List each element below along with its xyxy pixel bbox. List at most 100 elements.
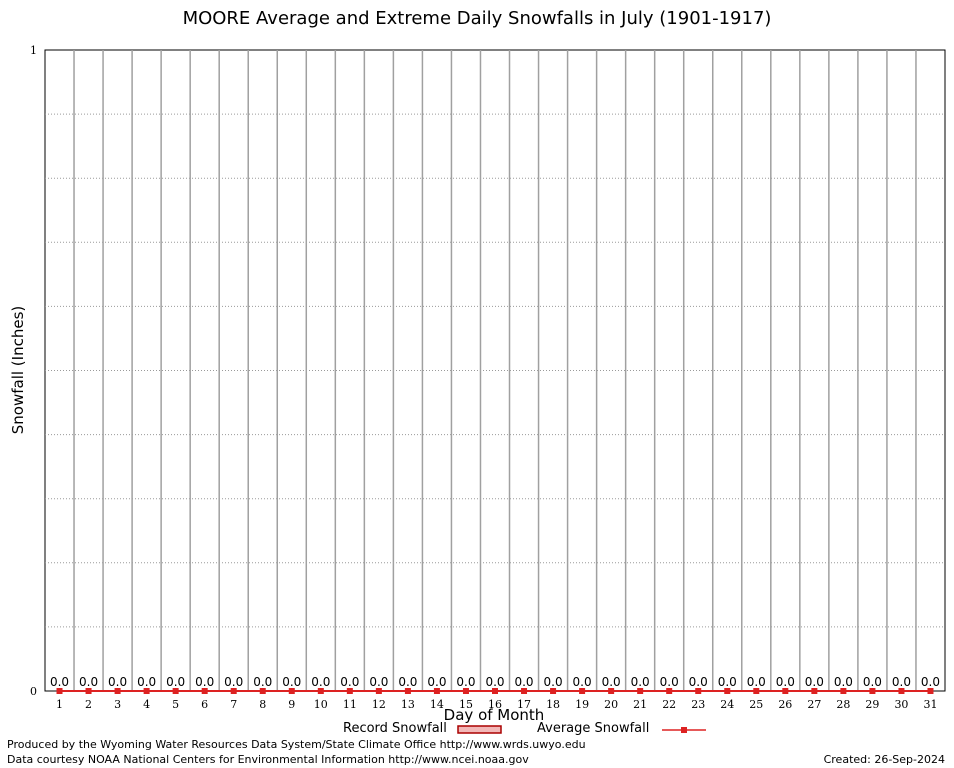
x-tick-label: 10 [314,698,328,711]
x-tick-label: 12 [372,698,386,711]
average-point [753,688,760,694]
data-label: 0.0 [863,675,882,689]
x-tick-label: 18 [546,698,560,711]
average-point [346,688,353,694]
average-point [840,688,847,694]
data-label: 0.0 [137,675,156,689]
average-point [85,688,92,694]
data-label: 0.0 [79,675,98,689]
data-label: 0.0 [311,675,330,689]
x-tick-label: 28 [836,698,850,711]
footer-created: Created: 26-Sep-2024 [823,753,945,766]
average-point [811,688,818,694]
x-tick-label: 25 [749,698,763,711]
x-tick-label: 1 [56,698,63,711]
data-label: 0.0 [660,675,679,689]
average-point [230,688,237,694]
x-tick-label: 23 [691,698,705,711]
data-label: 0.0 [108,675,127,689]
data-label: 0.0 [166,675,185,689]
x-tick-label: 11 [343,698,357,711]
x-tick-label: 14 [430,698,444,711]
data-labels: 0.0 0.0 0.0 0.0 0.0 0.0 0.0 0.0 0.0 0.0 0.0 0.0 0.0 0… [50,675,940,689]
average-point [869,688,876,694]
average-point [666,688,673,694]
x-tick-label: 4 [143,698,150,711]
average-point [521,688,528,694]
data-label: 0.0 [544,675,563,689]
average-point [404,688,411,694]
data-label: 0.0 [485,675,504,689]
data-label: 0.0 [834,675,853,689]
x-tick-label: 24 [720,698,734,711]
vertical-grid [73,50,917,691]
data-label: 0.0 [805,675,824,689]
x-tick-label: 5 [172,698,179,711]
y-tick-label: 0 [30,685,37,698]
average-point [782,688,789,694]
average-point [288,688,295,694]
data-label: 0.0 [195,675,214,689]
average-point [56,688,63,694]
average-point [259,688,266,694]
x-tick-label: 13 [401,698,415,711]
average-point [608,688,615,694]
data-label: 0.0 [892,675,911,689]
horizontal-grid [45,113,945,628]
legend-average-marker [681,727,687,733]
x-tick-labels: 1 2 3 4 5 6 7 8 9 10 11 12 13 14 15 16 17 18 19 20 21 22 23 24 2… [56,698,937,711]
data-label: 0.0 [921,675,940,689]
average-point [898,688,905,694]
data-label: 0.0 [689,675,708,689]
average-point [695,688,702,694]
data-label: 0.0 [224,675,243,689]
x-tick-label: 26 [778,698,792,711]
average-point [114,688,121,694]
x-tick-label: 3 [114,698,121,711]
average-point [462,688,469,694]
average-point [375,688,382,694]
data-label: 0.0 [253,675,272,689]
x-tick-label: 16 [488,698,502,711]
x-tick-label: 15 [459,698,473,711]
x-tick-label: 2 [85,698,92,711]
y-tick-label: 1 [30,44,37,57]
footer-produced-by: Produced by the Wyoming Water Resources … [7,738,586,751]
x-tick-label: 21 [633,698,647,711]
data-label: 0.0 [456,675,475,689]
average-point [550,688,557,694]
average-point [637,688,644,694]
average-point [724,688,731,694]
x-tick-label: 8 [259,698,266,711]
average-line [56,688,934,694]
average-point [927,688,934,694]
x-tick-label: 9 [288,698,295,711]
data-label: 0.0 [514,675,533,689]
x-tick-label: 7 [230,698,237,711]
average-point [579,688,586,694]
x-tick-label: 20 [604,698,618,711]
data-label: 0.0 [340,675,359,689]
x-tick-label: 17 [517,698,531,711]
data-label: 0.0 [427,675,446,689]
data-label: 0.0 [718,675,737,689]
average-point [492,688,498,694]
x-tick-label: 22 [662,698,676,711]
data-label: 0.0 [369,675,388,689]
x-tick-label: 30 [894,698,908,711]
average-point [172,688,179,694]
average-point [201,688,208,694]
x-tick-label: 29 [865,698,879,711]
data-label: 0.0 [631,675,650,689]
data-label: 0.0 [398,675,417,689]
y-tick-labels: 01 [30,44,37,698]
footer-data-courtesy: Data courtesy NOAA National Centers for … [7,753,529,766]
data-label: 0.0 [602,675,621,689]
x-axis-label: Day of Month [443,706,545,724]
data-label: 0.0 [776,675,795,689]
average-point [433,688,440,694]
x-tick-label: 6 [201,698,208,711]
average-point [143,688,150,694]
x-tick-label: 31 [923,698,937,711]
